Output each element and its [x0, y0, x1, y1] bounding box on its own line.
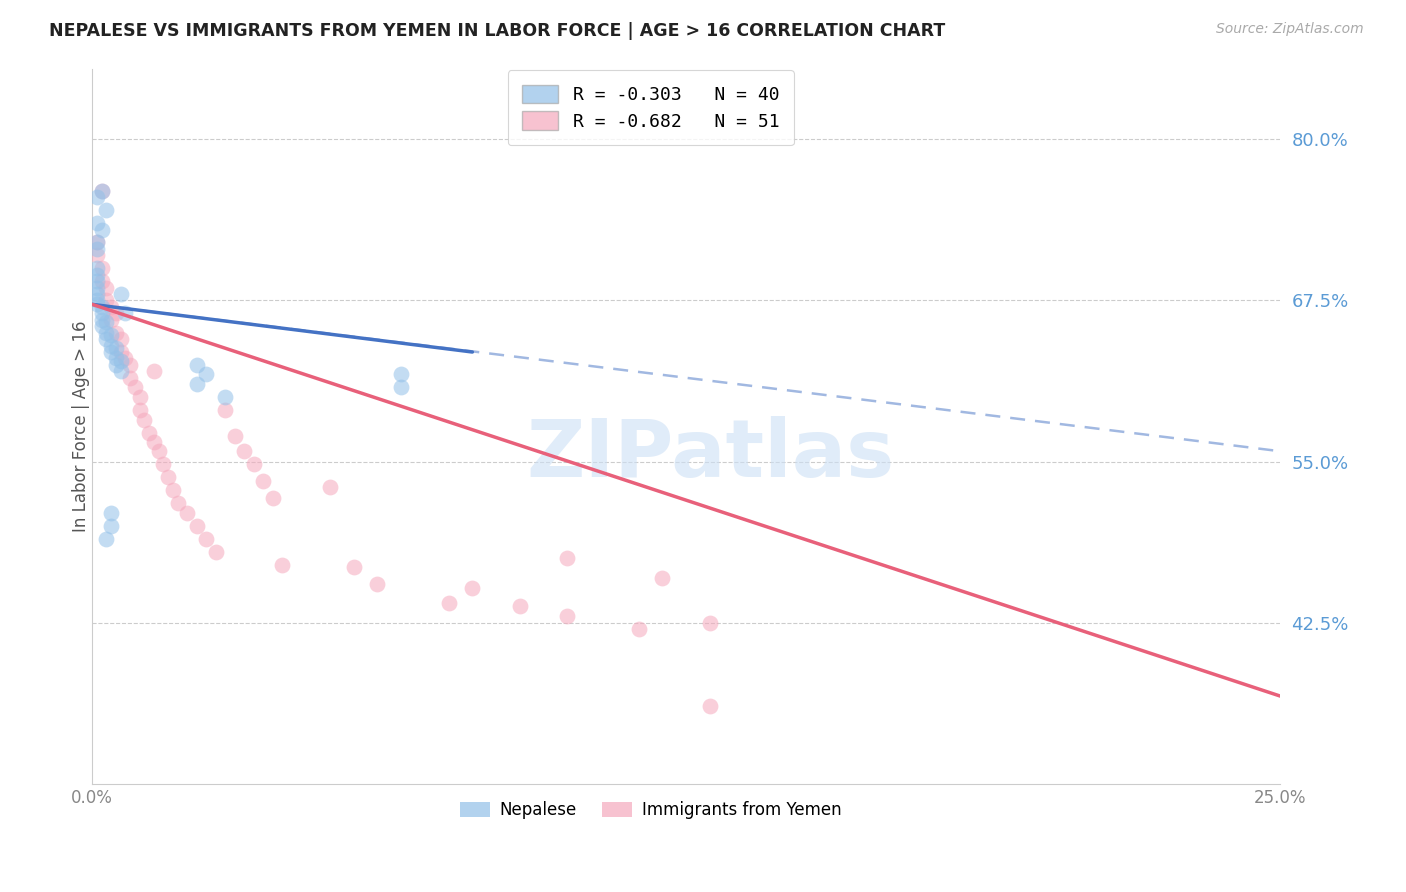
Point: [104, 306, 127, 320]
Point: [271, 558, 294, 572]
Point: [86, 287, 108, 301]
Point: [86, 190, 108, 204]
Point: [651, 570, 673, 584]
Point: [214, 403, 236, 417]
Point: [86, 235, 108, 250]
Point: [252, 474, 274, 488]
Point: [557, 551, 579, 566]
Point: [148, 444, 170, 458]
Point: [143, 435, 166, 450]
Point: [143, 364, 166, 378]
Point: [104, 351, 127, 366]
Text: Source: ZipAtlas.com: Source: ZipAtlas.com: [1216, 22, 1364, 37]
Point: [120, 358, 142, 372]
Point: [166, 496, 188, 510]
Point: [104, 358, 127, 372]
Point: [86, 268, 108, 282]
Point: [96, 326, 118, 340]
Point: [90, 319, 112, 334]
Point: [195, 367, 218, 381]
Point: [90, 313, 112, 327]
Point: [204, 545, 226, 559]
Point: [186, 519, 208, 533]
Point: [86, 248, 108, 262]
Point: [110, 354, 132, 368]
Legend: Nepalese, Immigrants from Yemen: Nepalese, Immigrants from Yemen: [453, 794, 848, 825]
Point: [195, 532, 218, 546]
Point: [90, 184, 112, 198]
Point: [699, 699, 721, 714]
Point: [86, 297, 108, 311]
Point: [214, 390, 236, 404]
Point: [96, 203, 118, 218]
Point: [509, 599, 531, 613]
Point: [134, 413, 156, 427]
Point: [100, 313, 122, 327]
Point: [120, 371, 142, 385]
Point: [557, 609, 579, 624]
Point: [96, 532, 118, 546]
Point: [86, 261, 108, 276]
Point: [110, 345, 132, 359]
Point: [224, 429, 246, 443]
Point: [262, 491, 284, 505]
Point: [627, 622, 650, 636]
Point: [90, 274, 112, 288]
Point: [186, 358, 208, 372]
Point: [389, 367, 412, 381]
Text: NEPALESE VS IMMIGRANTS FROM YEMEN IN LABOR FORCE | AGE > 16 CORRELATION CHART: NEPALESE VS IMMIGRANTS FROM YEMEN IN LAB…: [49, 22, 945, 40]
Point: [233, 444, 256, 458]
Point: [86, 280, 108, 294]
Point: [96, 315, 118, 329]
Point: [128, 390, 150, 404]
Point: [100, 519, 122, 533]
Point: [152, 457, 174, 471]
Point: [100, 506, 122, 520]
Point: [96, 332, 118, 346]
Point: [461, 581, 484, 595]
Point: [90, 184, 112, 198]
Point: [319, 480, 342, 494]
Point: [157, 470, 180, 484]
Point: [86, 293, 108, 308]
Point: [342, 560, 364, 574]
Point: [124, 380, 146, 394]
Point: [110, 287, 132, 301]
Y-axis label: In Labor Force | Age > 16: In Labor Force | Age > 16: [72, 320, 90, 532]
Point: [90, 261, 112, 276]
Point: [104, 341, 127, 355]
Text: ZIPatlas: ZIPatlas: [526, 416, 894, 494]
Point: [86, 216, 108, 230]
Point: [90, 222, 112, 236]
Point: [100, 338, 122, 352]
Point: [138, 426, 160, 441]
Point: [100, 328, 122, 343]
Point: [186, 377, 208, 392]
Point: [128, 403, 150, 417]
Point: [176, 506, 198, 520]
Point: [242, 457, 264, 471]
Point: [100, 300, 122, 314]
Point: [162, 483, 184, 497]
Point: [90, 306, 112, 320]
Point: [366, 577, 388, 591]
Point: [90, 300, 112, 314]
Point: [96, 293, 118, 308]
Point: [110, 332, 132, 346]
Point: [437, 596, 460, 610]
Point: [100, 345, 122, 359]
Point: [114, 351, 136, 366]
Point: [104, 326, 127, 340]
Point: [110, 364, 132, 378]
Point: [86, 235, 108, 250]
Point: [699, 615, 721, 630]
Point: [86, 242, 108, 256]
Point: [389, 380, 412, 394]
Point: [114, 306, 136, 320]
Point: [86, 274, 108, 288]
Point: [96, 280, 118, 294]
